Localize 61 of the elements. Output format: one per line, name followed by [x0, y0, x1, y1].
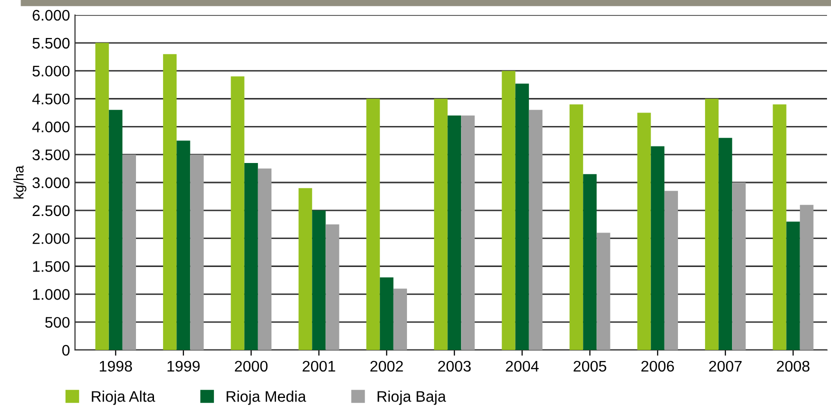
- bar: [258, 168, 272, 350]
- y-tick-label: 0: [62, 344, 70, 356]
- x-tick-label: 2004: [506, 360, 539, 372]
- bar: [664, 190, 678, 350]
- bar: [705, 98, 719, 350]
- legend-label: Rioja Media: [226, 390, 306, 405]
- bar: [244, 162, 258, 350]
- bar: [230, 76, 244, 350]
- x-tick-label: 2001: [302, 360, 336, 372]
- legend-label: Rioja Alta: [92, 390, 156, 405]
- bar: [786, 222, 800, 350]
- bar: [312, 210, 326, 350]
- bar: [434, 98, 448, 350]
- x-tick-label: 2006: [641, 360, 674, 372]
- bar: [461, 116, 475, 350]
- y-tick-label: 2.000: [32, 233, 70, 244]
- y-tick-label: 1.500: [33, 261, 70, 272]
- bar: [583, 174, 597, 350]
- bar: [298, 188, 312, 350]
- x-tick-label: 1998: [100, 360, 132, 372]
- y-tick-label: 5.000: [32, 66, 70, 77]
- bar: [650, 146, 664, 350]
- x-tick-label: 1999: [168, 360, 200, 372]
- bar: [732, 182, 746, 350]
- bar: [108, 110, 122, 350]
- x-tick-label: 2007: [709, 360, 742, 372]
- x-tick-label: 2008: [776, 360, 810, 372]
- y-tick-label: 5.500: [32, 38, 70, 49]
- bar: [448, 116, 462, 350]
- x-tick-label: 2003: [438, 360, 471, 372]
- bar: [800, 204, 814, 350]
- y-tick-label: 500: [45, 316, 70, 328]
- bar: [393, 288, 407, 350]
- bar: [528, 110, 542, 350]
- y-tick-label: 1.000: [33, 289, 70, 300]
- y-tick-label: 4.000: [32, 122, 70, 132]
- y-tick-label: 3.500: [32, 149, 70, 160]
- bar: [515, 84, 529, 350]
- bar: [176, 140, 190, 350]
- bar: [163, 54, 177, 350]
- bar: [122, 154, 136, 350]
- bar: [380, 277, 394, 350]
- bar: [95, 42, 109, 350]
- bar: [596, 232, 610, 350]
- y-tick-label: 6.000: [32, 10, 70, 21]
- legend-label: Rioja Baja: [378, 390, 446, 405]
- y-tick-label: 4.500: [32, 94, 70, 104]
- y-axis-title: kg/ha: [13, 166, 26, 199]
- y-tick-label: 2.500: [32, 205, 70, 216]
- bar: [190, 154, 204, 350]
- bar: [570, 104, 584, 350]
- x-tick-label: 2000: [234, 360, 268, 372]
- bar: [718, 138, 732, 350]
- x-tick-label: 2002: [370, 360, 403, 372]
- bar: [772, 104, 786, 350]
- bar: [326, 224, 340, 350]
- x-tick-label: 2005: [574, 360, 606, 372]
- bar: [502, 70, 516, 350]
- bar: [366, 98, 380, 350]
- bar: [637, 112, 651, 350]
- y-tick-label: 3.000: [32, 177, 70, 188]
